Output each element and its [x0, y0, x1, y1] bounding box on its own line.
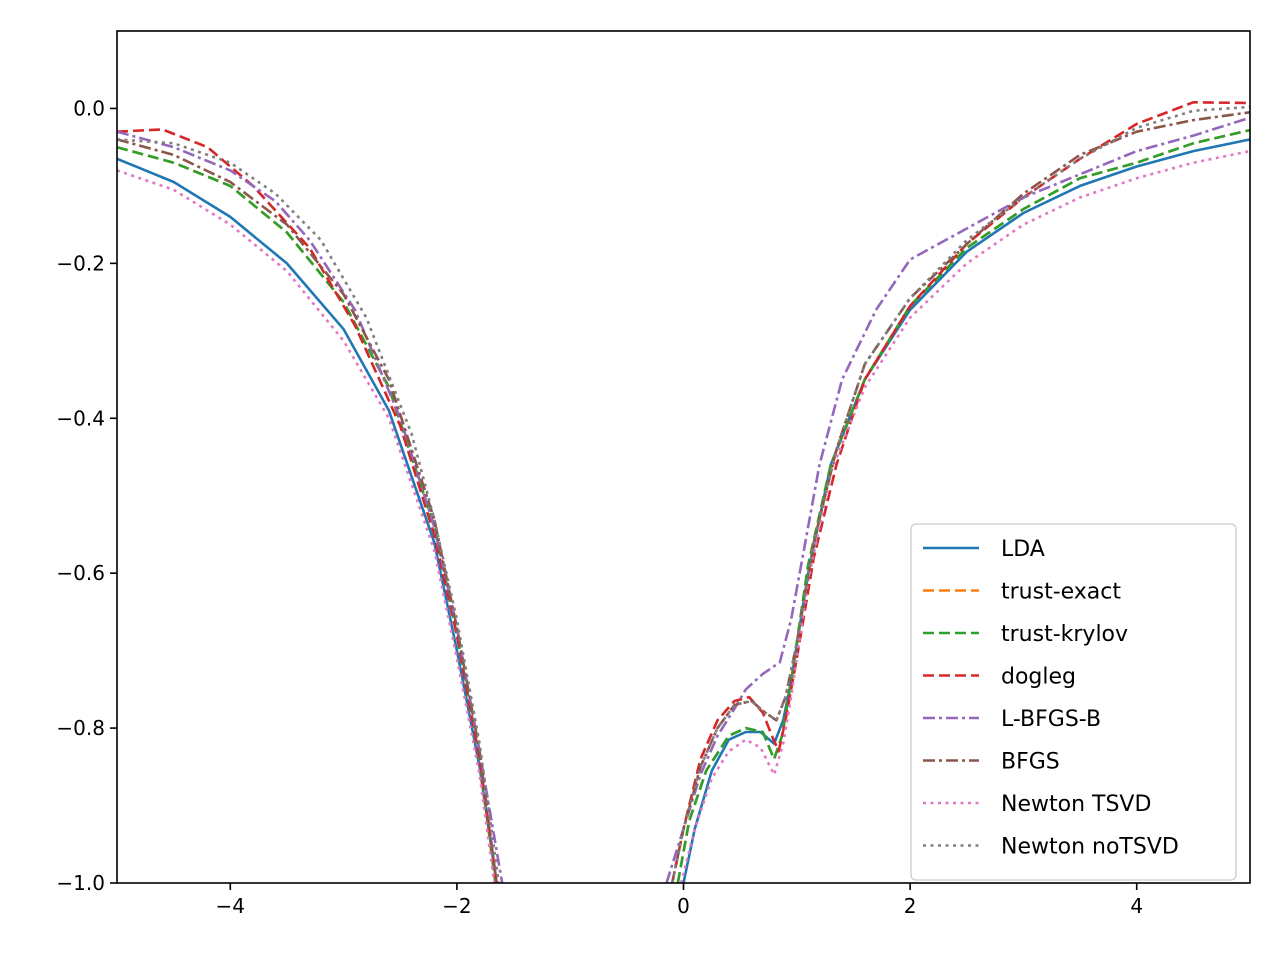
legend-label-trust-exact: trust-exact	[1001, 580, 1121, 605]
y-tick-label: −1.0	[56, 871, 105, 895]
legend: LDA trust-exact trust-krylov dogleg L-BFGS-B…	[910, 523, 1237, 881]
legend-label-newton-tsvd: Newton TSVD	[1001, 792, 1151, 817]
series-line-newton-tsvd-seg0	[117, 169, 496, 883]
x-axis: −4 −2 0 2 4	[216, 883, 1143, 918]
series-line-lda-seg0	[117, 157, 498, 883]
y-axis: 0.0 −0.2 −0.4 −0.6 −0.8 −1.0	[56, 96, 117, 895]
legend-label-trust-krylov: trust-krylov	[1001, 622, 1128, 647]
x-tick-label: −2	[442, 894, 471, 918]
y-tick-label: −0.6	[56, 561, 105, 585]
series-line-trust-krylov-seg0	[117, 145, 497, 883]
legend-label-dogleg: dogleg	[1001, 665, 1076, 690]
y-tick-label: 0.0	[73, 96, 105, 120]
series-line-newton-notsvd-seg1	[670, 105, 1250, 883]
legend-box	[910, 523, 1237, 881]
series-layer	[117, 101, 1250, 883]
legend-label-bfgs: BFGS	[1001, 750, 1060, 775]
series-line-trust-krylov-seg1	[676, 128, 1250, 883]
y-tick-label: −0.2	[56, 251, 105, 275]
y-tick-label: −0.4	[56, 406, 105, 430]
x-tick-label: −4	[216, 894, 245, 918]
series-line-l-bfgs-b-seg1	[665, 116, 1250, 883]
legend-label-newton-notsvd: Newton noTSVD	[1001, 835, 1179, 860]
x-tick-label: 4	[1130, 894, 1143, 918]
series-line-dogleg-seg0	[117, 128, 498, 883]
x-tick-label: 2	[904, 894, 917, 918]
x-tick-label: 0	[677, 894, 690, 918]
legend-label-lda: LDA	[1001, 537, 1045, 562]
y-tick-label: −0.8	[56, 716, 105, 740]
series-line-l-bfgs-b-seg0	[117, 130, 504, 883]
series-line-bfgs-seg0	[117, 138, 498, 883]
series-line-newton-notsvd-seg0	[117, 138, 501, 883]
legend-label-l-bfgs-b: L-BFGS-B	[1001, 707, 1101, 732]
